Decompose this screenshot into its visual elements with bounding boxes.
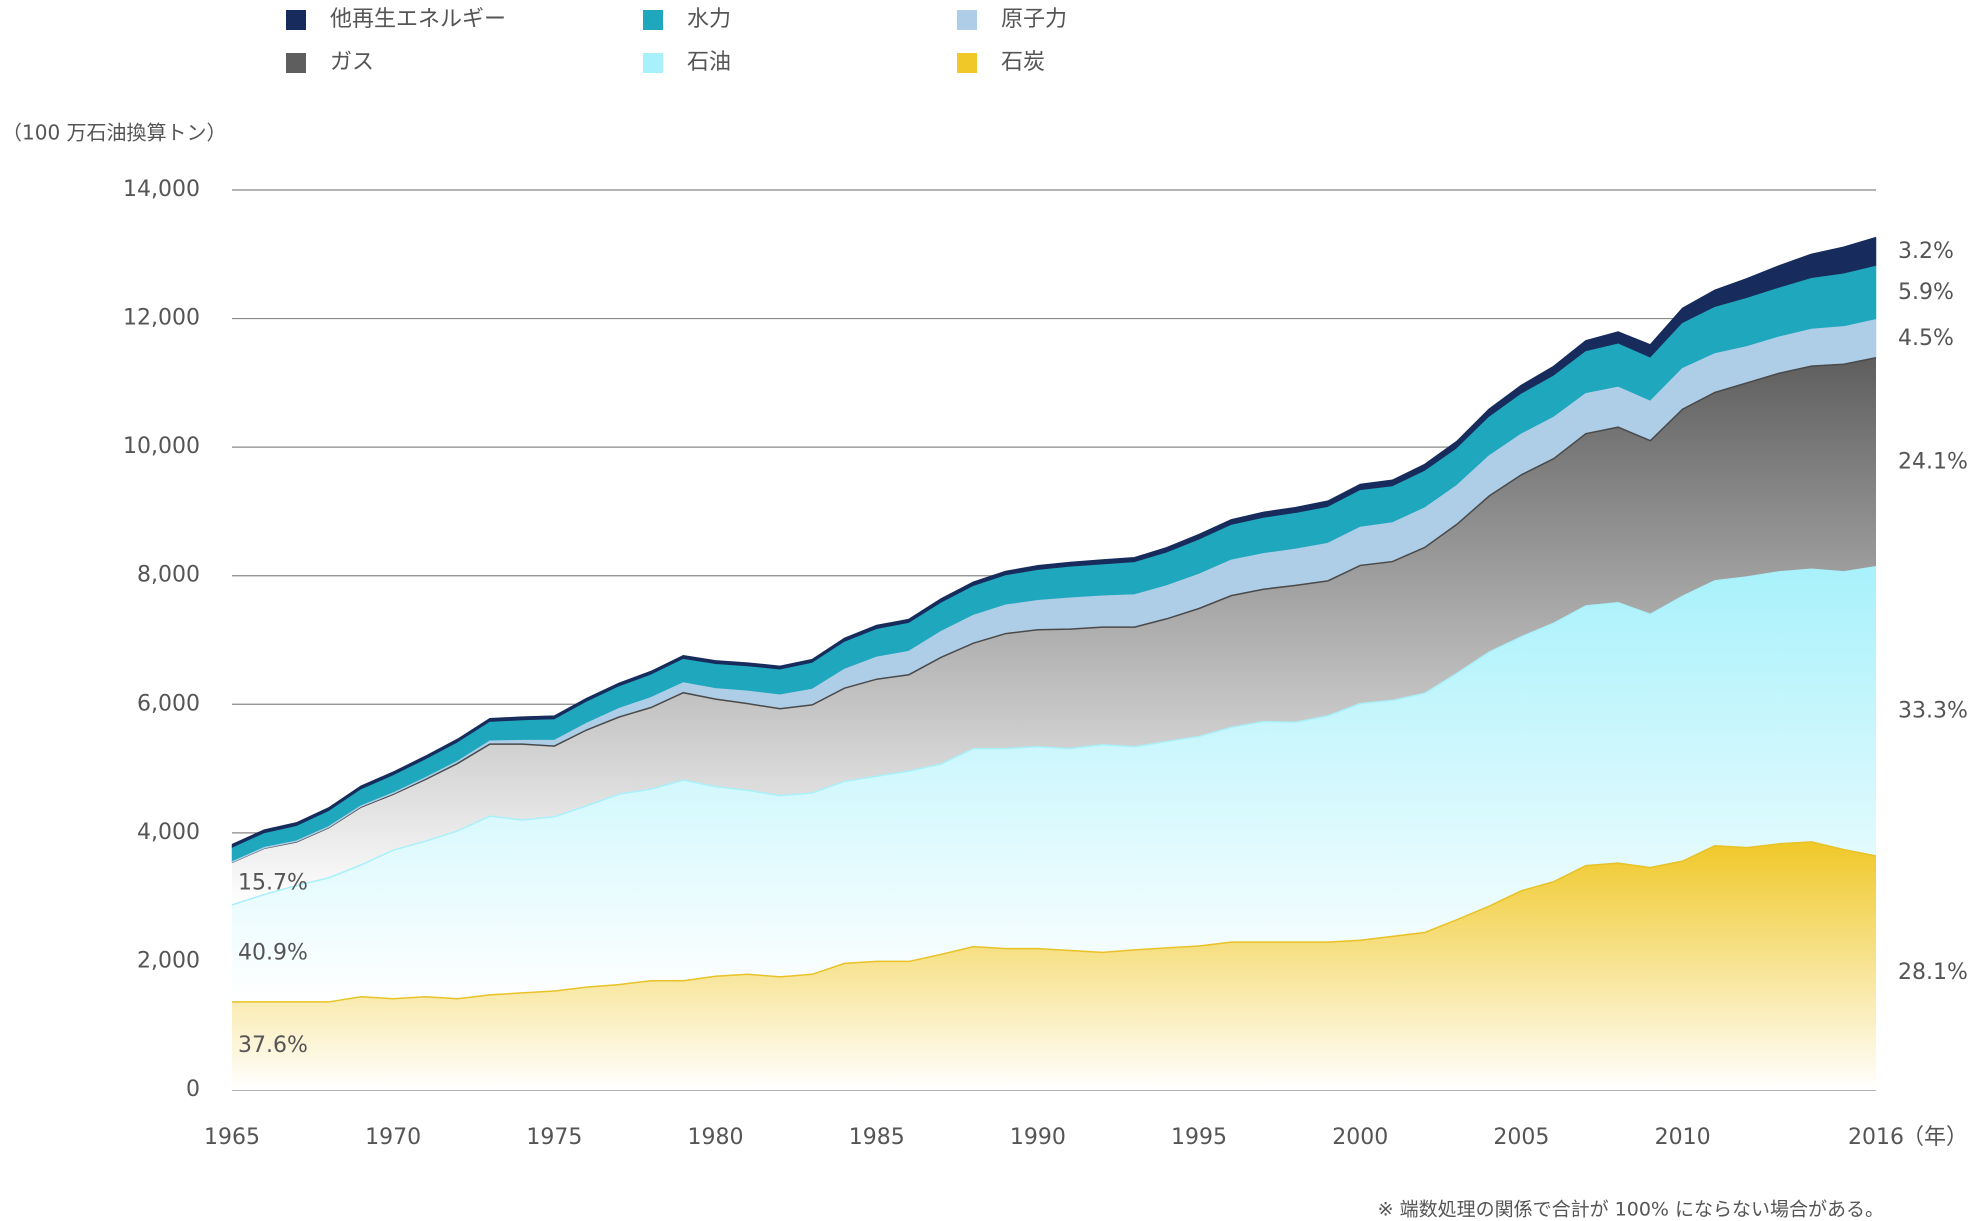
start-percent-label: 37.6%	[238, 1033, 308, 1058]
end-percent-label: 33.3%	[1898, 698, 1968, 723]
end-percent-label: 3.2%	[1898, 239, 1954, 264]
area-edge	[232, 841, 1877, 1003]
x-tick-label: 2010	[1655, 1125, 1711, 1150]
area-edge	[231, 319, 1877, 863]
y-tick-label: 0	[186, 1077, 200, 1102]
legend-label: 石炭	[1001, 50, 1045, 75]
legend-swatch	[286, 53, 306, 73]
y-tick-label: 4,000	[137, 820, 200, 845]
area-edge	[231, 265, 1877, 850]
x-unit: （年）	[1902, 1125, 1968, 1150]
y-tick-label: 10,000	[123, 434, 200, 459]
end-percent-label: 4.5%	[1898, 326, 1954, 351]
area-edge	[231, 357, 1877, 864]
area-edge	[231, 236, 1877, 846]
x-tick-label: 2016	[1848, 1125, 1904, 1150]
y-tick-label: 6,000	[137, 691, 200, 716]
start-percent-label: 15.7%	[238, 871, 308, 896]
legend-swatch	[643, 10, 663, 30]
footnote: ※ 端数処理の関係で合計が 100% にならない場合がある。	[1378, 1199, 1884, 1221]
legend-swatch	[957, 10, 977, 30]
legend-label: 原子力	[1001, 7, 1067, 32]
legend-swatch	[643, 53, 663, 73]
x-tick-label: 2000	[1332, 1125, 1388, 1150]
end-percent-label: 28.1%	[1898, 960, 1968, 985]
legend-label: 水力	[687, 7, 731, 32]
area	[232, 357, 1876, 905]
x-tick-label: 1985	[849, 1125, 905, 1150]
area-edge	[231, 565, 1877, 906]
y-tick-label: 14,000	[123, 177, 200, 202]
y-tick-label: 2,000	[137, 948, 200, 973]
x-tick-label: 1975	[526, 1125, 582, 1150]
x-tick-label: 1980	[688, 1125, 744, 1150]
legend-label: 他再生エネルギー	[330, 7, 506, 32]
x-tick-label: 1995	[1171, 1125, 1227, 1150]
y-tick-label: 12,000	[123, 306, 200, 331]
area	[232, 841, 1876, 1090]
end-percent-label: 5.9%	[1898, 280, 1954, 305]
start-percent-label: 40.9%	[238, 940, 308, 965]
y-axis-label: （100 万石油換算トン）	[2, 121, 227, 145]
end-percent-label: 24.1%	[1898, 449, 1968, 474]
area	[232, 566, 1876, 1002]
legend-swatch	[957, 53, 977, 73]
y-tick-label: 8,000	[137, 563, 200, 588]
x-tick-label: 2005	[1493, 1125, 1549, 1150]
x-tick-label: 1970	[365, 1125, 421, 1150]
legend-swatch	[286, 10, 306, 30]
x-tick-label: 1965	[204, 1125, 260, 1150]
legend-label: 石油	[687, 50, 731, 75]
legend-label: ガス	[330, 50, 374, 75]
x-tick-label: 1990	[1010, 1125, 1066, 1150]
